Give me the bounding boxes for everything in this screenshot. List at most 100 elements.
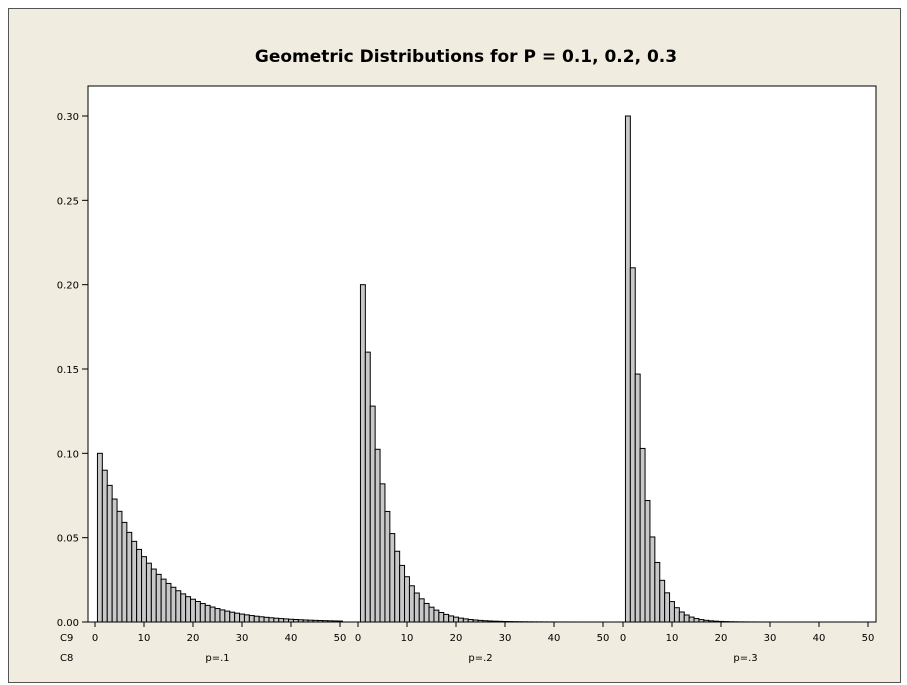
x-tick-label: 10 bbox=[666, 633, 679, 644]
bar bbox=[713, 620, 720, 623]
x-tick-label: 0 bbox=[620, 633, 626, 644]
bar bbox=[408, 585, 415, 623]
bar bbox=[268, 617, 275, 623]
bar bbox=[239, 613, 245, 623]
bar bbox=[438, 612, 445, 623]
bar bbox=[126, 531, 133, 623]
bar bbox=[629, 267, 636, 623]
bar bbox=[121, 521, 128, 623]
bar bbox=[204, 604, 211, 623]
y-tick-label: 0.00 bbox=[57, 618, 79, 629]
bar bbox=[307, 619, 314, 623]
panel-label: p=.2 bbox=[468, 653, 492, 664]
bar bbox=[243, 614, 250, 623]
bar bbox=[312, 619, 319, 623]
panel-labels: p=.1 p=.2 p=.3 C9 C8 bbox=[60, 633, 758, 664]
bar bbox=[669, 601, 675, 623]
y-axis: 0.00 0.05 0.10 0.15 0.20 0.25 0.30 bbox=[57, 112, 88, 629]
bar bbox=[394, 550, 401, 623]
bar bbox=[703, 619, 710, 623]
bar bbox=[649, 536, 656, 623]
bar bbox=[654, 561, 661, 623]
bar bbox=[258, 616, 265, 623]
bar bbox=[693, 618, 700, 623]
bar bbox=[688, 616, 695, 623]
bar bbox=[399, 564, 406, 623]
bar bbox=[384, 510, 391, 623]
bar bbox=[364, 351, 371, 623]
bar bbox=[678, 611, 685, 623]
bar bbox=[624, 115, 631, 623]
bar bbox=[297, 619, 304, 623]
bar bbox=[145, 562, 152, 623]
bar bbox=[248, 615, 255, 623]
bar bbox=[302, 619, 309, 623]
bar bbox=[273, 617, 280, 623]
bar bbox=[457, 617, 464, 623]
y-tick-label: 0.05 bbox=[57, 534, 79, 545]
bar bbox=[708, 620, 715, 623]
bar bbox=[199, 603, 206, 623]
bar bbox=[337, 620, 343, 623]
bar bbox=[155, 573, 162, 623]
bar bbox=[111, 498, 118, 623]
bar bbox=[180, 593, 187, 623]
bar bbox=[477, 619, 484, 623]
x-tick-label: 50 bbox=[334, 633, 347, 644]
bar bbox=[428, 606, 435, 623]
bar bbox=[659, 579, 666, 623]
bar bbox=[453, 616, 459, 623]
x-tick-label: 0 bbox=[92, 633, 98, 644]
bar bbox=[317, 620, 324, 623]
bar bbox=[136, 548, 143, 623]
bar bbox=[141, 556, 147, 623]
x-tick-label: 40 bbox=[285, 633, 298, 644]
x-tick-label: 40 bbox=[813, 633, 826, 644]
bar bbox=[160, 578, 167, 623]
panel-label: p=.1 bbox=[205, 653, 229, 664]
bar bbox=[462, 618, 469, 623]
bar bbox=[639, 447, 646, 623]
bar bbox=[664, 592, 671, 623]
bar bbox=[492, 620, 499, 623]
bar bbox=[644, 500, 651, 623]
bar bbox=[96, 452, 103, 623]
bar bbox=[214, 608, 221, 623]
bar bbox=[165, 582, 172, 623]
bar bbox=[502, 620, 508, 623]
bar bbox=[332, 620, 339, 623]
bar bbox=[482, 620, 489, 623]
bar bbox=[369, 405, 376, 623]
bar bbox=[170, 586, 177, 623]
y-tick-label: 0.10 bbox=[57, 449, 79, 460]
bar bbox=[224, 610, 231, 623]
bar bbox=[443, 613, 450, 623]
bar bbox=[253, 615, 260, 623]
y-tick-label: 0.15 bbox=[57, 365, 79, 376]
bar bbox=[106, 484, 113, 623]
bar bbox=[101, 469, 108, 623]
x-tick-label: 20 bbox=[715, 633, 728, 644]
bar bbox=[467, 619, 474, 623]
bar bbox=[219, 609, 226, 623]
x-tick-label: 20 bbox=[187, 633, 200, 644]
row-label-c8: C8 bbox=[60, 653, 73, 664]
x-tick-label: 50 bbox=[862, 633, 875, 644]
bar bbox=[278, 618, 285, 623]
bar bbox=[209, 606, 216, 623]
bar bbox=[433, 609, 440, 623]
bars-group bbox=[96, 115, 871, 623]
x-tick-label: 10 bbox=[138, 633, 151, 644]
bar bbox=[263, 616, 270, 623]
bar bbox=[194, 600, 201, 623]
bar bbox=[487, 620, 494, 623]
bar bbox=[283, 618, 290, 623]
bar bbox=[234, 612, 241, 623]
bar bbox=[175, 590, 182, 623]
bar bbox=[292, 619, 299, 623]
bar bbox=[229, 611, 236, 623]
bar bbox=[683, 614, 690, 623]
bar bbox=[327, 620, 334, 623]
bar bbox=[374, 448, 381, 623]
